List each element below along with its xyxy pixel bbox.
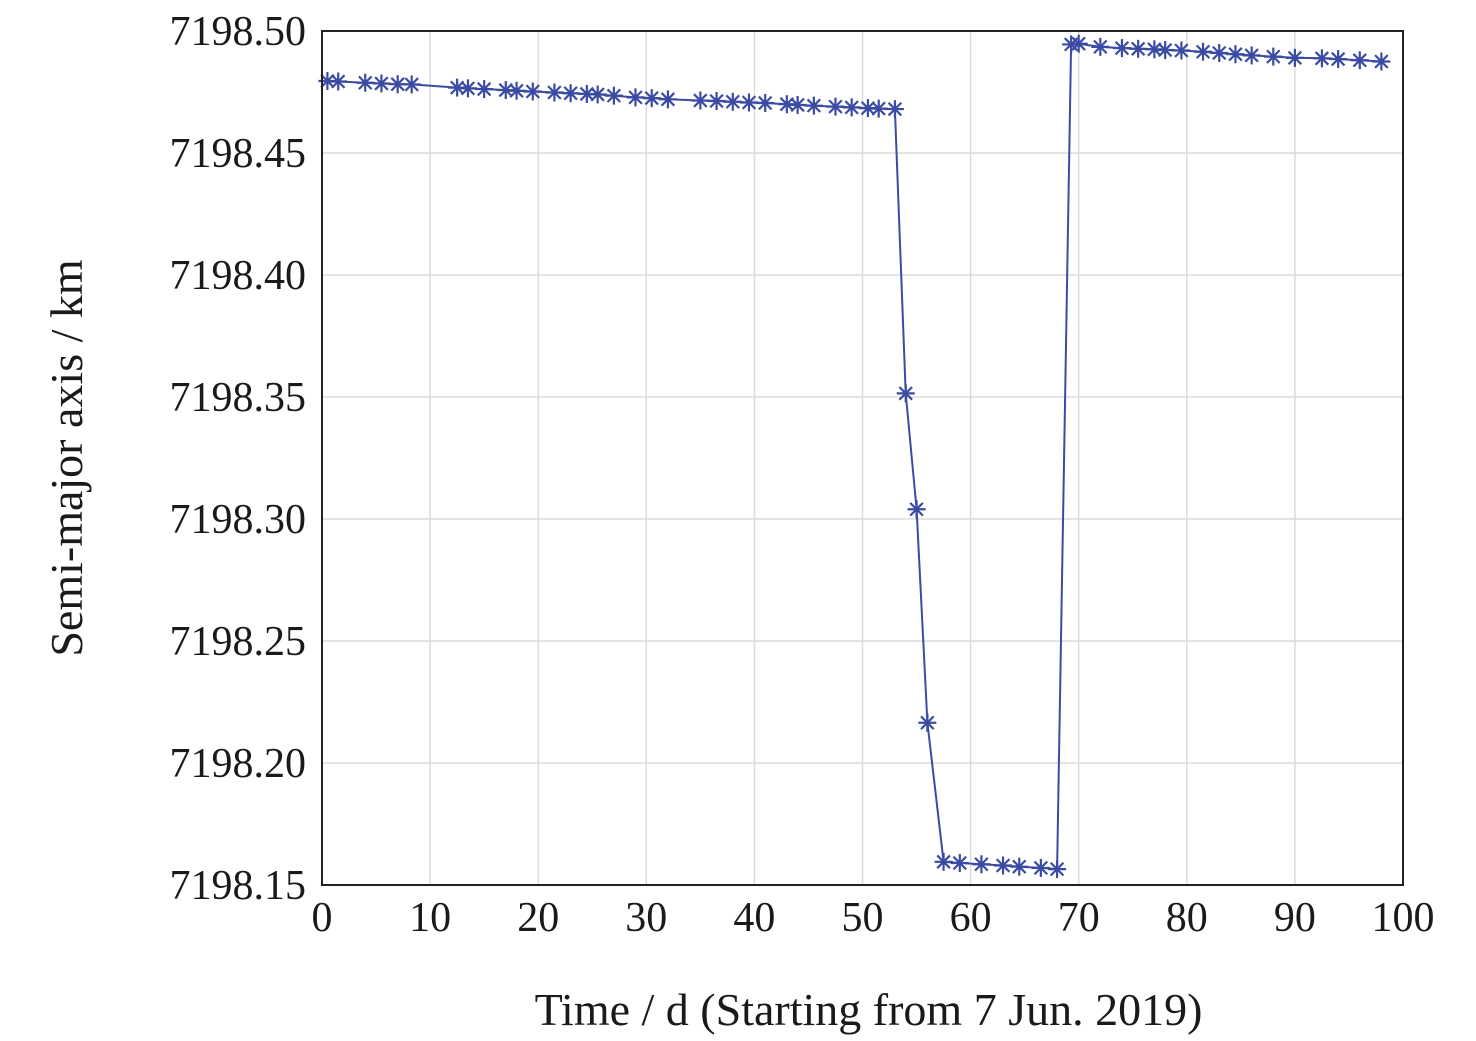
x-tick-label: 0 <box>312 895 333 941</box>
data-point-marker <box>577 84 596 103</box>
data-point-marker <box>588 85 607 104</box>
data-point-marker <box>842 98 861 117</box>
y-axis-title: Semi-major axis / km <box>41 259 92 657</box>
data-point-marker <box>788 95 807 114</box>
data-point-marker <box>604 86 623 105</box>
data-point-marker <box>691 91 710 110</box>
y-tick-label: 7198.45 <box>170 131 307 177</box>
data-point-marker <box>372 74 391 93</box>
data-point-marker <box>1010 857 1029 876</box>
x-tick-label: 50 <box>842 895 884 941</box>
data-point-marker <box>918 713 937 732</box>
data-point-marker <box>356 73 375 92</box>
data-point-marker <box>869 99 888 118</box>
x-tick-label: 100 <box>1372 895 1435 941</box>
data-point-marker <box>1226 45 1245 64</box>
x-tick-label: 30 <box>625 895 667 941</box>
data-point-marker <box>950 854 969 873</box>
data-point-marker <box>1285 48 1304 67</box>
data-point-marker <box>826 97 845 116</box>
data-point-marker <box>1194 42 1213 61</box>
y-tick-label: 7198.35 <box>170 375 307 421</box>
data-point-marker <box>523 82 542 101</box>
y-tick-labels: 7198.15 7198.20 7198.25 7198.30 7198.35 7198.… <box>170 9 307 909</box>
data-point-marker <box>545 83 564 102</box>
series-line <box>327 42 1382 871</box>
data-point-marker <box>507 81 526 100</box>
data-point-marker <box>1112 39 1131 58</box>
data-series <box>318 34 1391 879</box>
x-axis-title: Time / d (Starting from 7 Jun. 2019) <box>535 984 1203 1035</box>
data-point-marker <box>739 93 758 112</box>
data-point-marker <box>896 384 915 403</box>
y-tick-label: 7198.50 <box>170 9 307 55</box>
x-tick-label: 10 <box>409 895 451 941</box>
data-point-marker <box>756 93 775 112</box>
data-point-marker <box>907 500 926 519</box>
x-tick-label: 40 <box>733 895 775 941</box>
data-point-marker <box>1312 49 1331 68</box>
data-point-marker <box>972 855 991 874</box>
data-point-marker <box>707 92 726 111</box>
y-tick-label: 7198.40 <box>170 253 307 299</box>
data-point-marker <box>1264 47 1283 66</box>
data-point-marker <box>858 99 877 118</box>
data-point-marker <box>642 89 661 108</box>
data-point-marker <box>1329 50 1348 69</box>
data-point-marker <box>1210 43 1229 62</box>
x-tick-label: 80 <box>1166 895 1208 941</box>
data-point-marker <box>1156 41 1175 60</box>
data-point-marker <box>934 852 953 871</box>
data-point-marker <box>561 84 580 103</box>
data-point-marker <box>804 96 823 115</box>
data-point-marker <box>723 92 742 111</box>
data-point-marker <box>388 75 407 94</box>
data-point-marker <box>1350 51 1369 70</box>
y-tick-label: 7198.15 <box>170 863 307 909</box>
data-point-marker <box>1048 860 1067 879</box>
data-point-marker <box>1031 858 1050 877</box>
x-tick-label: 20 <box>517 895 559 941</box>
data-point-marker <box>1069 34 1088 53</box>
data-point-marker <box>1372 52 1391 71</box>
x-tick-label: 70 <box>1058 895 1100 941</box>
y-tick-label: 7198.20 <box>170 741 307 787</box>
y-tick-label: 7198.25 <box>170 619 307 665</box>
x-tick-label: 90 <box>1274 895 1316 941</box>
data-point-marker <box>1129 39 1148 58</box>
plot-frame <box>321 30 1404 886</box>
data-point-marker <box>1145 40 1164 59</box>
data-point-marker <box>1091 37 1110 56</box>
data-point-marker <box>994 856 1013 875</box>
x-tick-label: 60 <box>950 895 992 941</box>
grid <box>321 30 1404 886</box>
data-point-marker <box>1172 41 1191 60</box>
y-tick-label: 7198.30 <box>170 497 307 543</box>
data-point-marker <box>658 90 677 109</box>
data-point-marker <box>475 80 494 99</box>
data-point-marker <box>1242 46 1261 65</box>
data-point-marker <box>402 75 421 94</box>
data-point-marker <box>885 100 904 119</box>
data-point-marker <box>329 72 348 91</box>
x-tick-labels: 0 10 20 30 40 50 60 70 80 90 100 <box>312 895 1435 941</box>
data-point-marker <box>458 79 477 98</box>
data-point-marker <box>496 81 515 100</box>
data-point-marker <box>448 78 467 97</box>
data-point-marker <box>626 88 645 107</box>
